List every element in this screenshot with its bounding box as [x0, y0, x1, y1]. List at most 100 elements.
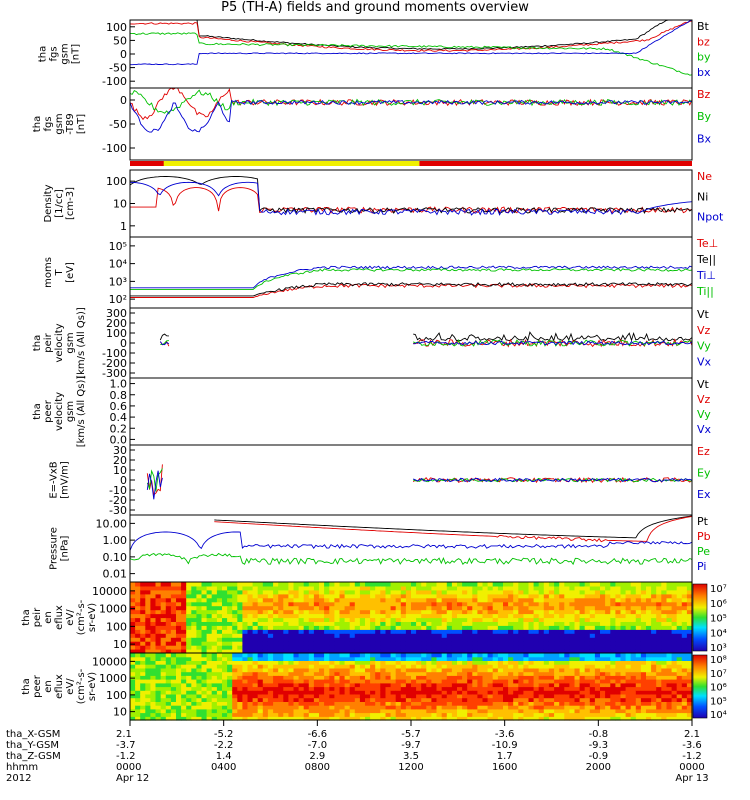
spectrogram-cell	[405, 641, 412, 646]
spectrogram-cell	[543, 641, 550, 646]
spectrogram-cell	[130, 609, 136, 615]
spectrogram-cell	[211, 671, 218, 676]
spectrogram-cell	[676, 641, 683, 646]
spectrogram-cell	[370, 705, 376, 710]
spectrogram-cell	[436, 653, 443, 658]
spectrogram-cell	[589, 585, 596, 591]
spectrogram-cell	[646, 637, 652, 642]
spectrogram-cell	[554, 621, 560, 626]
spectrogram-cell	[513, 633, 519, 638]
spectrogram-cell	[584, 712, 591, 717]
spectrogram-cell	[196, 593, 203, 599]
spectrogram-cell	[640, 645, 647, 650]
spectrogram-cell	[288, 712, 295, 717]
spectrogram-cell	[548, 682, 555, 688]
spectrogram-cell	[426, 585, 432, 591]
spectrogram-cell	[380, 679, 386, 684]
spectrogram-cell	[487, 660, 494, 665]
spectrogram-cell	[257, 625, 264, 630]
spectrogram-cell	[528, 679, 535, 684]
spectrogram-cell	[600, 637, 606, 642]
spectrogram-cell	[329, 679, 335, 684]
spectrogram-cell	[247, 693, 254, 699]
spectrogram-cell	[451, 701, 458, 706]
spectrogram-cell	[457, 686, 463, 691]
spectrogram-cell	[370, 671, 376, 676]
spectrogram-cell	[288, 667, 295, 673]
spectrogram-cell	[227, 582, 233, 587]
spectrogram-cell	[543, 690, 550, 695]
spectrogram-cell	[145, 712, 151, 717]
spectrogram-cell	[431, 708, 438, 714]
spectrogram-cell	[170, 641, 177, 646]
spectrogram-cell	[681, 697, 688, 702]
spectrogram-cell	[564, 679, 570, 684]
spectrogram-cell	[559, 701, 565, 706]
spectrogram-cell	[523, 613, 530, 619]
spectrogram-cell	[610, 716, 616, 721]
spectrogram-cell	[257, 660, 264, 665]
spectrogram-cell	[625, 633, 632, 638]
spectrogram-cell	[446, 697, 453, 702]
spectrogram-cell	[405, 589, 412, 595]
spectrogram-cell	[349, 693, 356, 699]
spectrogram-cell	[155, 621, 162, 626]
spectrogram-cell	[298, 621, 305, 626]
spectrogram-cell	[308, 667, 315, 673]
spectrogram-cell	[278, 621, 284, 626]
spectrogram-cell	[140, 637, 146, 642]
spectrogram-cell	[487, 585, 494, 591]
spectrogram-cell	[421, 597, 427, 603]
spectrogram-cell	[467, 621, 473, 626]
spectrogram-cell	[165, 716, 172, 721]
x-axis-row-label: tha_Y-GSM	[6, 740, 59, 751]
spectrogram-cell	[503, 697, 509, 702]
spectrogram-cell	[262, 686, 269, 691]
spectrogram-cell	[344, 682, 351, 688]
spectrogram-cell	[477, 705, 484, 710]
spectrogram-cell	[625, 675, 632, 680]
spectrogram-cell	[237, 712, 243, 717]
spectrogram-cell	[324, 690, 330, 695]
spectrogram-cell	[370, 641, 376, 646]
spectrogram-cell	[574, 660, 581, 665]
spectrogram-cell	[656, 671, 662, 676]
spectrogram-cell	[605, 641, 611, 646]
spectrogram-cell	[518, 697, 524, 702]
spectrogram-cell	[140, 697, 146, 702]
spectrogram-cell	[344, 708, 351, 714]
spectrogram-cell	[559, 641, 565, 646]
spectrogram-cell	[262, 589, 269, 595]
spectrogram-cell	[165, 601, 172, 607]
spectrogram-cell	[267, 690, 274, 695]
spectrogram-cell	[630, 597, 637, 603]
spectrogram-cell	[630, 664, 637, 669]
spectrogram-cell	[605, 664, 611, 669]
spectrogram-cell	[518, 671, 524, 676]
spectrogram-cell	[196, 601, 203, 607]
spectrogram-cell	[344, 649, 351, 654]
spectrogram-cell	[640, 601, 647, 607]
spectrogram-cell	[242, 701, 249, 706]
spectrogram-cell	[375, 582, 381, 587]
spectrogram-cell	[579, 686, 586, 691]
spectrogram-cell	[467, 633, 473, 638]
spectrogram-cell	[196, 679, 203, 684]
spectrogram-cell	[400, 653, 407, 658]
spectrogram-cell	[405, 671, 412, 676]
spectrogram-cell	[334, 645, 341, 650]
spectrogram-cell	[482, 593, 489, 599]
spectrogram-cell	[298, 589, 305, 595]
spectrogram-cell	[620, 682, 627, 688]
spectrogram-cell	[349, 653, 356, 658]
spectrogram-cell	[559, 708, 565, 714]
spectrogram-cell	[375, 609, 381, 615]
spectrogram-cell	[584, 625, 591, 630]
spectrogram-cell	[574, 686, 581, 691]
spectrogram-cell	[191, 701, 197, 706]
spectrogram-cell	[605, 686, 611, 691]
spectrogram-cell	[584, 690, 591, 695]
spectrogram-cell	[661, 641, 667, 646]
spectrogram-cell	[651, 625, 657, 630]
